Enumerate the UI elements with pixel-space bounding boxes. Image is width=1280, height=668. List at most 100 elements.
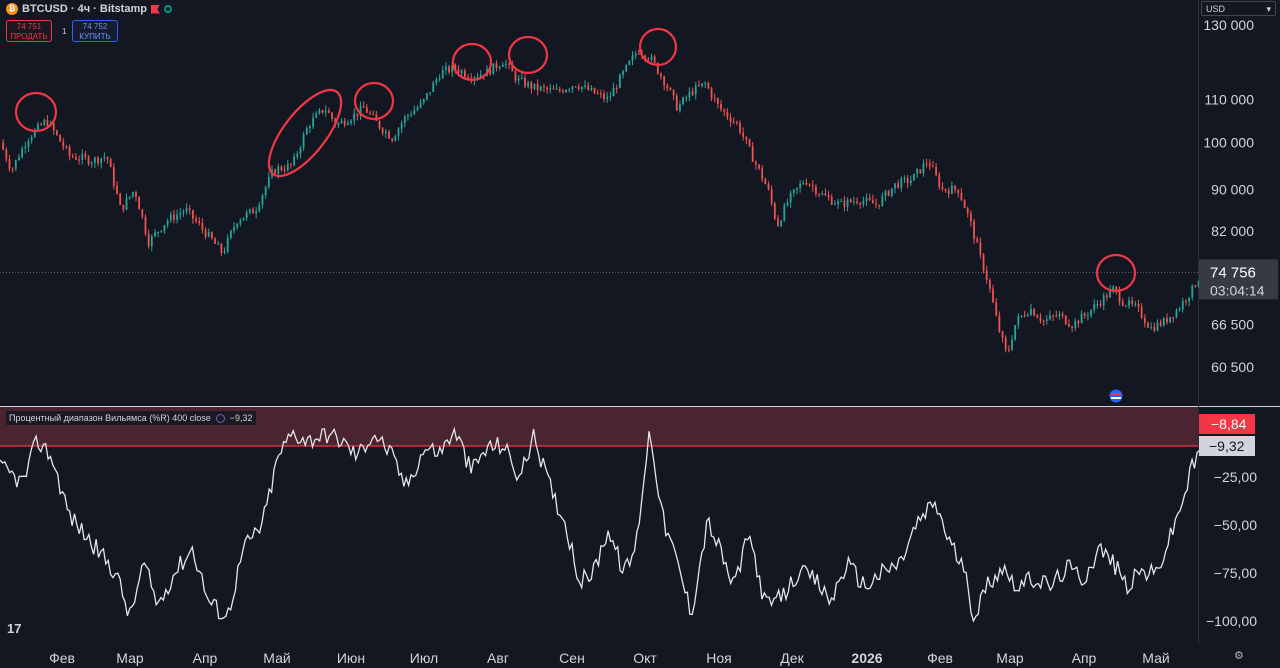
candle (419, 102, 422, 108)
candle (748, 139, 751, 147)
candle (312, 117, 314, 127)
candle (1181, 301, 1184, 310)
symbol-header[interactable]: ₿ BTCUSD · 4ч · Bitstamp (6, 3, 172, 15)
candle (501, 64, 504, 67)
candle (103, 157, 106, 159)
candle (1020, 315, 1023, 317)
candle (78, 159, 80, 161)
time-tick-label: Май (263, 650, 290, 666)
candle (827, 195, 830, 198)
candle (65, 146, 68, 148)
candle (770, 189, 773, 204)
candle (353, 113, 356, 121)
candle (732, 121, 735, 123)
candle (1159, 322, 1162, 326)
candle (710, 88, 713, 98)
annotation-circle (353, 81, 395, 121)
candle (1147, 323, 1149, 328)
candle (1150, 326, 1153, 328)
candle (359, 106, 362, 116)
candle (1162, 318, 1165, 326)
annotation-circle (507, 35, 549, 75)
candle (432, 82, 435, 93)
candle (394, 136, 397, 141)
annotation-circle (14, 91, 58, 133)
candle (239, 220, 242, 224)
candle (192, 210, 194, 219)
candle (932, 166, 934, 168)
candle (1121, 301, 1124, 306)
candle (1124, 305, 1127, 307)
last-price-label: 74 756 (1210, 264, 1256, 281)
candle (897, 183, 900, 188)
sell-price: 74 751 (16, 22, 42, 31)
last-price-badge (1199, 259, 1278, 300)
symbol-title: BTCUSD · 4ч · Bitstamp (22, 3, 147, 15)
candle (865, 197, 868, 202)
candle (318, 109, 321, 114)
candle (925, 163, 928, 165)
candle (663, 76, 666, 86)
candle (536, 83, 539, 91)
candle (324, 110, 327, 113)
candle (1140, 306, 1143, 318)
candle (378, 120, 381, 129)
candle (878, 204, 881, 206)
candle (346, 123, 349, 125)
wr-tick-label: −100,00 (1206, 613, 1257, 629)
candle (527, 82, 530, 87)
candle (599, 93, 602, 95)
settings-icon[interactable]: ⚙ (1234, 650, 1244, 662)
candle (802, 183, 805, 185)
wr-value-badge (1199, 436, 1255, 456)
candle (954, 185, 956, 190)
candle (214, 238, 216, 244)
candle (520, 77, 523, 79)
annotation-circle (451, 42, 493, 82)
candle (185, 208, 188, 212)
candle (296, 153, 299, 157)
candle (1007, 349, 1010, 351)
indicator-value: −9,32 (229, 413, 253, 423)
candle (1058, 314, 1061, 316)
candle (1033, 308, 1036, 316)
candle (546, 87, 549, 90)
candle (1118, 290, 1121, 302)
candle (1169, 317, 1172, 323)
candle (176, 214, 179, 220)
candle (460, 70, 463, 74)
candle (530, 82, 533, 89)
candle (783, 205, 786, 221)
candle (995, 302, 998, 316)
candle (116, 185, 118, 194)
flag-icon[interactable] (150, 4, 160, 14)
candle (435, 79, 438, 83)
candle (1093, 304, 1096, 310)
candle (413, 110, 416, 115)
tradingview-logo-icon[interactable]: 17 (7, 621, 22, 636)
candle (988, 279, 991, 289)
candle (233, 227, 235, 231)
buy-button[interactable]: 74 752 КУПИТЬ (72, 20, 118, 42)
candle (761, 168, 764, 180)
candle (274, 169, 277, 174)
candle (1064, 315, 1067, 325)
currency-select[interactable]: USD (1201, 1, 1276, 17)
candle (476, 76, 479, 78)
indicator-legend[interactable]: Процентный диапазон Вильямса (%R) 400 cl… (6, 411, 256, 425)
candle (372, 113, 375, 115)
candle (723, 109, 726, 112)
candle (767, 184, 770, 190)
candle (593, 87, 596, 94)
candle (982, 254, 985, 271)
sell-button[interactable]: 74 751 ПРОДАТЬ (6, 20, 52, 42)
candle (309, 126, 311, 129)
candle (18, 157, 20, 161)
candle (154, 232, 156, 236)
candle (43, 120, 46, 125)
candle (1188, 297, 1191, 302)
candle (672, 89, 675, 96)
candle (448, 66, 450, 73)
candle (340, 120, 343, 124)
